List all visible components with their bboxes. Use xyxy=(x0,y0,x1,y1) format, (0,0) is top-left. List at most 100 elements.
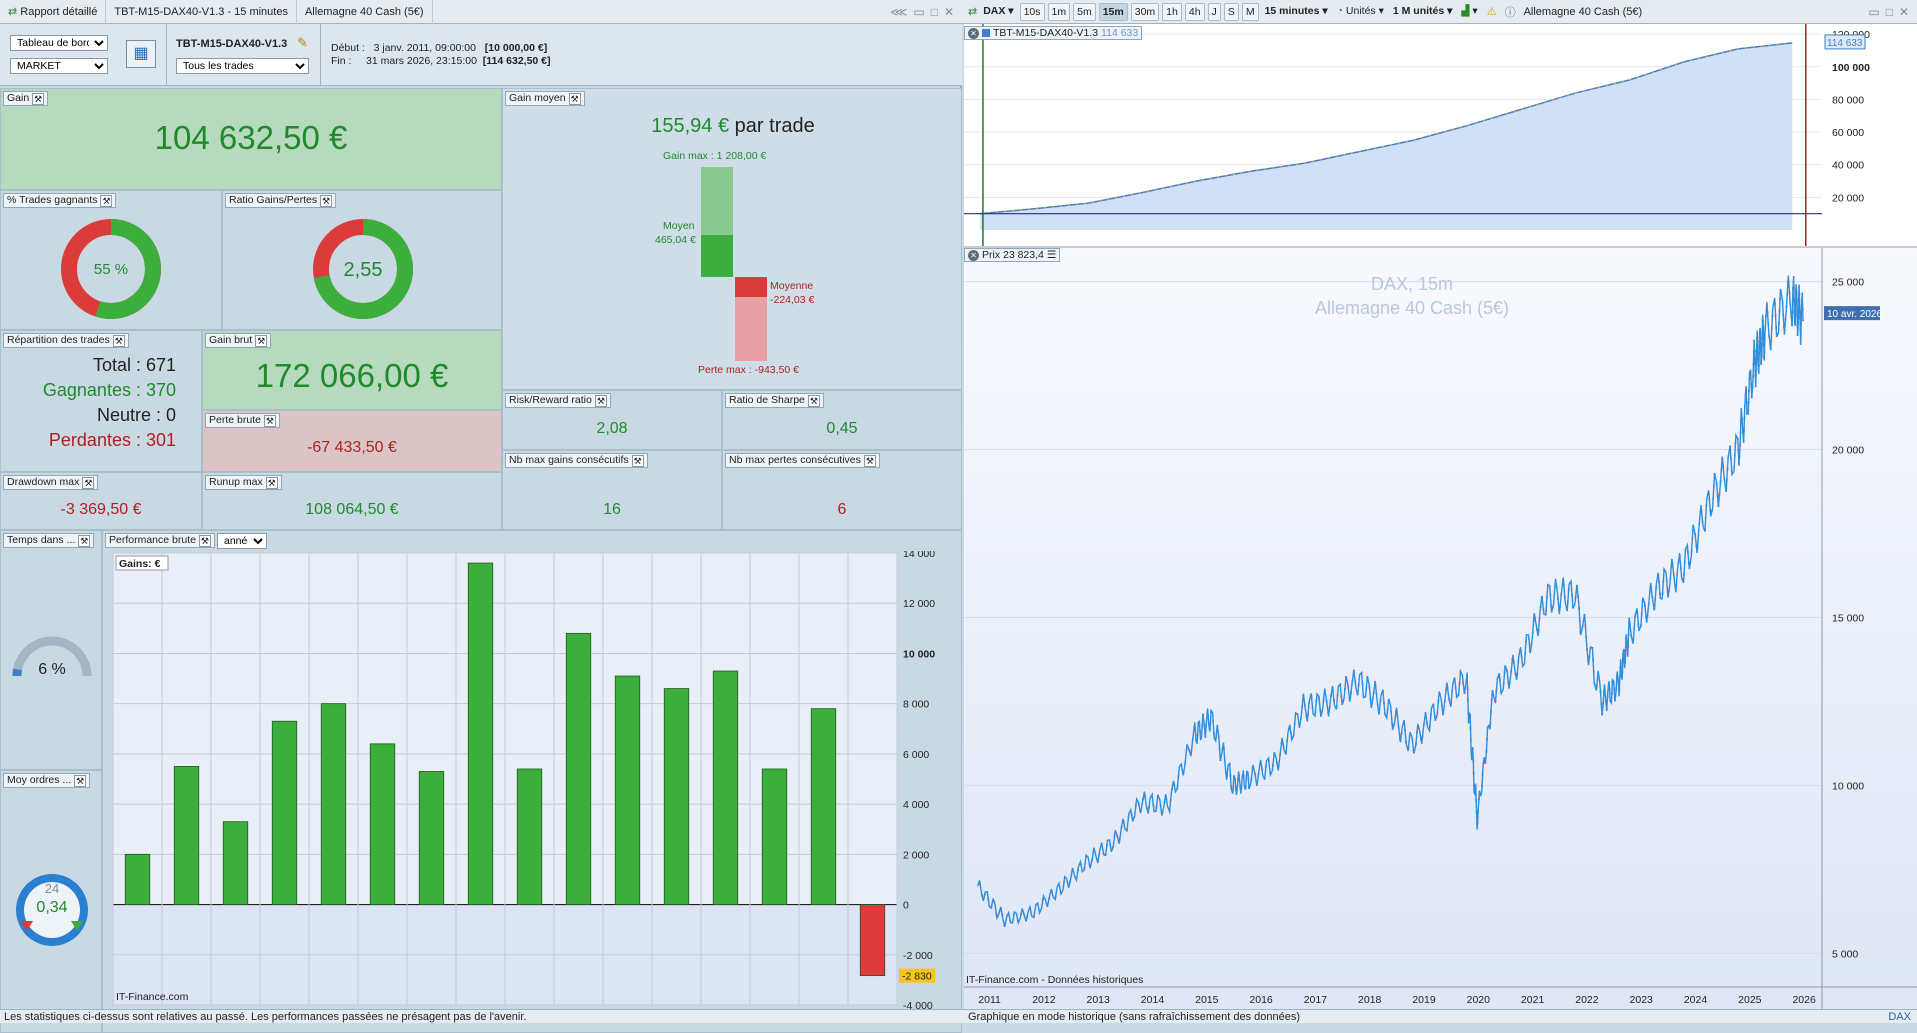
maximize-icon[interactable]: □ xyxy=(1885,4,1893,19)
equity-last-box xyxy=(1824,34,1866,50)
runup-label: Runup max xyxy=(209,476,263,488)
tf-1h[interactable]: 1h xyxy=(1162,2,1182,21)
end-label: Fin : xyxy=(331,55,352,67)
ratio-tag: Ratio Gains/Pertes ⚒ xyxy=(225,193,337,208)
wrench-icon[interactable]: ⚒ xyxy=(631,454,644,467)
list-icon[interactable]: ☰ xyxy=(1046,248,1057,261)
gain-avg-bar xyxy=(701,235,733,277)
timeframe-select[interactable]: 15 minutes ▾ xyxy=(1264,4,1328,17)
symbol-select[interactable]: DAX ▾ xyxy=(983,4,1014,17)
wrench-icon[interactable]: ⚒ xyxy=(78,534,91,547)
y-tick-label: 6 000 xyxy=(903,749,929,761)
x-tick-label: 2011 xyxy=(978,994,1001,1006)
chart-sync-icon[interactable]: ⇄ xyxy=(968,6,978,18)
temps-gauge xyxy=(12,636,92,677)
bar xyxy=(173,766,200,905)
close-icon[interactable]: ✕ xyxy=(1898,4,1909,19)
bar xyxy=(369,743,396,905)
equity-last-label: 114 633 xyxy=(1827,38,1863,49)
wrench-icon[interactable]: ⚒ xyxy=(82,476,95,489)
gain-max-label: Gain max : 1 208,00 € xyxy=(663,150,767,162)
tf-month[interactable]: M xyxy=(1241,2,1259,21)
max-pertes-value: 6 xyxy=(837,501,847,518)
wrench-icon[interactable]: ⚒ xyxy=(255,334,268,347)
end-value: 31 mars 2026, 23:15:00 xyxy=(366,55,477,67)
equity-tag-value: 114 633 xyxy=(1101,26,1139,39)
max-pertes-label: Nb max pertes consécutives xyxy=(729,454,861,466)
wrench-icon[interactable]: ⚒ xyxy=(100,194,113,207)
date-tag-label: 10 avr. 2026 xyxy=(1827,309,1882,320)
instrument-title: Allemagne 40 Cash (5€) xyxy=(297,0,433,24)
tf-1m[interactable]: 1m xyxy=(1047,2,1071,21)
start-capital: [10 000,00 €] xyxy=(484,42,548,54)
perte-brute-tag: Perte brute ⚒ xyxy=(205,413,280,428)
period-select[interactable]: année xyxy=(217,533,267,549)
pct-trades-donut xyxy=(61,219,161,319)
chart-style-button[interactable]: ▟ ▾ xyxy=(1461,4,1478,17)
market-select[interactable]: MARKET xyxy=(10,58,108,74)
pct-trades-cell: % Trades gagnants ⚒ 55 % xyxy=(0,190,222,330)
wrench-icon[interactable]: ⚒ xyxy=(263,414,276,427)
pct-trades-value: 55 % xyxy=(93,261,129,278)
tf-week[interactable]: S xyxy=(1223,2,1239,21)
gain-value: 104 632,50 € xyxy=(154,119,348,156)
report-tool-icon[interactable]: ▦ xyxy=(126,40,156,68)
tf-4h[interactable]: 4h xyxy=(1184,2,1205,21)
warning-icon[interactable]: ⚠ xyxy=(1486,6,1497,18)
x-tick-label: 2020 xyxy=(1467,994,1491,1006)
price-subtitle: Allemagne 40 Cash (5€) xyxy=(1315,298,1509,318)
price-title: DAX, 15m xyxy=(1371,274,1453,294)
right-status-text: Graphique en mode historique (sans rafra… xyxy=(968,1011,1301,1023)
wrench-icon[interactable]: ⚒ xyxy=(198,534,211,547)
close-icon[interactable]: ✕ xyxy=(943,4,954,19)
units-select[interactable]: ◔ Unités ▾ xyxy=(1336,4,1384,17)
dashboard-select[interactable]: Tableau de bord xyxy=(10,35,108,51)
wrench-icon[interactable]: ⚒ xyxy=(320,194,333,207)
dax-link[interactable]: DAX xyxy=(1888,1011,1911,1023)
minimize-icon[interactable]: ▭ xyxy=(913,4,925,19)
max-gains-label: Nb max gains consécutifs xyxy=(509,454,629,466)
wrench-icon[interactable]: ⚒ xyxy=(74,774,87,787)
bar xyxy=(222,821,249,905)
tf-10s[interactable]: 10s xyxy=(1019,2,1045,21)
wrench-icon[interactable]: ⚒ xyxy=(32,92,45,105)
trades-select[interactable]: Tous les trades xyxy=(176,58,309,74)
avg-gain-suffix: par trade xyxy=(734,115,815,137)
share-icon[interactable]: ⋘ xyxy=(890,4,908,19)
sharpe-tag: Ratio de Sharpe ⚒ xyxy=(725,393,824,408)
tf-15m[interactable]: 15m xyxy=(1098,2,1128,21)
left-title-bar: ⇄ Rapport détaillé TBT-M15-DAX40-V1.3 - … xyxy=(0,0,962,24)
report-tab-label: Rapport détaillé xyxy=(20,5,98,18)
close-price-icon[interactable]: ✕ xyxy=(968,249,979,261)
wrench-icon[interactable]: ⚒ xyxy=(807,394,820,407)
gain-cell: Gain ⚒ 104 632,50 € xyxy=(0,88,502,190)
perte-brute-value: -67 433,50 € xyxy=(307,439,397,456)
wrench-icon[interactable]: ⚒ xyxy=(112,334,125,347)
strategy-name: TBT-M15-DAX40-V1.3 xyxy=(176,38,288,50)
tf-5m[interactable]: 5m xyxy=(1073,2,1096,21)
tf-30m[interactable]: 30m xyxy=(1130,2,1160,21)
avg-gain-line: 155,94 € par trade xyxy=(503,115,963,138)
gain-brut-cell: Gain brut ⚒ 172 066,00 € xyxy=(202,330,502,410)
runup-tag: Runup max ⚒ xyxy=(205,475,282,490)
moy-ordres-tag: Moy ordres ... ⚒ xyxy=(3,773,91,788)
equity-color-icon xyxy=(982,29,990,37)
gain-moyen-tag: Gain moyen ⚒ xyxy=(505,91,585,106)
perf-bar-chart: 14 000 12 000 10 000 8 000 6 000 4 000 2 000 0 -… xyxy=(112,551,935,1026)
maximize-icon[interactable]: □ xyxy=(930,4,938,19)
minimize-icon[interactable]: ▭ xyxy=(1868,4,1880,19)
report-tab[interactable]: ⇄ Rapport détaillé xyxy=(0,0,107,24)
tf-day[interactable]: J xyxy=(1207,2,1221,21)
winning-trades: Gagnantes : 370 xyxy=(42,380,176,400)
wrench-icon[interactable]: ⚒ xyxy=(568,92,581,105)
y-tick-label: 15 000 xyxy=(1832,613,1864,625)
wrench-icon[interactable]: ⚒ xyxy=(265,476,278,489)
units-count-select[interactable]: 1 M unités ▾ xyxy=(1392,4,1453,17)
wrench-icon[interactable]: ⚒ xyxy=(863,454,876,467)
wrench-icon[interactable]: ⚒ xyxy=(594,394,607,407)
temps-value: 6 % xyxy=(38,661,66,678)
edit-icon[interactable]: ✎ xyxy=(297,35,308,50)
risk-reward-cell: Risk/Reward ratio ⚒ 2,08 xyxy=(502,390,722,450)
info-icon[interactable]: ⓘ xyxy=(1504,6,1516,19)
close-indicator-icon[interactable]: ✕ xyxy=(968,27,979,39)
